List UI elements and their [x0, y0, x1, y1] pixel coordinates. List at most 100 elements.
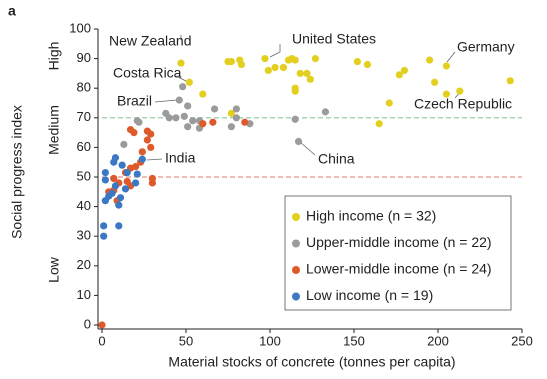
point: [101, 176, 109, 184]
y-tick-label: 10: [77, 287, 91, 302]
point: [179, 83, 187, 91]
y-tick-label: 20: [77, 257, 91, 272]
point: [227, 123, 235, 131]
annotation: China: [318, 151, 355, 167]
y-tick-label: 80: [77, 80, 91, 95]
x-tick-label: 250: [511, 333, 533, 348]
legend-marker: [292, 239, 300, 248]
point: [138, 148, 146, 156]
point: [148, 179, 156, 187]
point: [232, 114, 240, 122]
point: [143, 136, 151, 144]
point: [118, 161, 126, 169]
point: [353, 57, 361, 66]
point: [294, 137, 303, 146]
point: [209, 118, 217, 126]
y-band-label: High: [46, 42, 62, 71]
x-tick-label: 0: [98, 333, 105, 348]
point: [133, 170, 141, 178]
point: [385, 99, 393, 107]
x-tick-label: 200: [427, 333, 449, 348]
point: [227, 109, 235, 117]
y-tick-label: 40: [77, 198, 91, 213]
y-tick-label: 70: [77, 109, 91, 124]
x-tick-label: 150: [343, 333, 365, 348]
legend-label: Upper-middle income (n = 22): [306, 234, 492, 250]
point: [400, 66, 408, 75]
legend-box: [284, 195, 512, 311]
point: [291, 56, 299, 64]
point: [291, 87, 299, 95]
panel-label: a: [8, 3, 16, 19]
point: [261, 55, 269, 63]
y-tick-label: 60: [77, 139, 91, 154]
x-axis-label: Material stocks of concrete (tonnes per …: [168, 354, 455, 370]
point: [321, 108, 330, 116]
point: [143, 127, 151, 135]
point: [177, 59, 185, 67]
point: [431, 78, 439, 86]
point: [165, 114, 173, 122]
annotation: India: [165, 150, 196, 166]
annotation: Germany: [457, 39, 515, 55]
point: [189, 117, 197, 125]
point: [100, 232, 108, 240]
point: [108, 189, 116, 197]
point: [180, 112, 188, 120]
point: [303, 69, 311, 77]
y-tick-label: 0: [84, 316, 91, 331]
point: [138, 155, 146, 163]
annotation: Czech Republic: [414, 96, 512, 112]
point: [199, 90, 207, 98]
legend-marker: [292, 213, 300, 221]
point: [115, 222, 123, 230]
point: [442, 62, 450, 70]
point: [291, 115, 299, 123]
point: [110, 158, 118, 166]
point: [120, 140, 128, 149]
point: [133, 117, 141, 125]
annotation: New Zealand: [109, 33, 192, 49]
point: [100, 222, 108, 230]
legend-label: Lower-middle income (n = 24): [306, 261, 492, 277]
point: [147, 143, 155, 151]
annotation: Brazil: [117, 93, 152, 109]
y-band-label: Medium: [46, 105, 62, 155]
point: [123, 168, 131, 177]
point: [210, 105, 219, 113]
point: [98, 321, 106, 329]
leader-line: [446, 51, 456, 63]
point: [132, 179, 140, 187]
point: [241, 118, 249, 126]
leader-line: [299, 141, 316, 156]
annotation: Costa Rica: [113, 65, 182, 81]
point: [296, 69, 304, 77]
point: [232, 105, 240, 113]
point: [306, 75, 314, 83]
legend-marker: [292, 266, 300, 274]
point: [271, 63, 279, 72]
point: [121, 185, 130, 193]
point: [506, 77, 514, 85]
point: [110, 174, 118, 183]
y-axis-label: Social progress index: [9, 105, 25, 239]
y-tick-label: 90: [77, 50, 91, 65]
y-tick-label: 100: [69, 20, 91, 35]
point: [311, 55, 319, 63]
leader-line: [154, 99, 178, 103]
legend-marker: [292, 292, 300, 301]
point: [199, 120, 207, 128]
point: [395, 71, 403, 79]
point: [175, 96, 183, 104]
point: [375, 120, 383, 128]
point: [426, 56, 434, 64]
point: [184, 102, 192, 110]
point: [185, 78, 193, 86]
legend-label: Low income (n = 19): [306, 287, 433, 303]
leader-line: [269, 44, 281, 58]
point: [264, 66, 272, 75]
point: [237, 60, 246, 69]
point: [442, 90, 450, 98]
y-tick-label: 30: [77, 228, 91, 243]
